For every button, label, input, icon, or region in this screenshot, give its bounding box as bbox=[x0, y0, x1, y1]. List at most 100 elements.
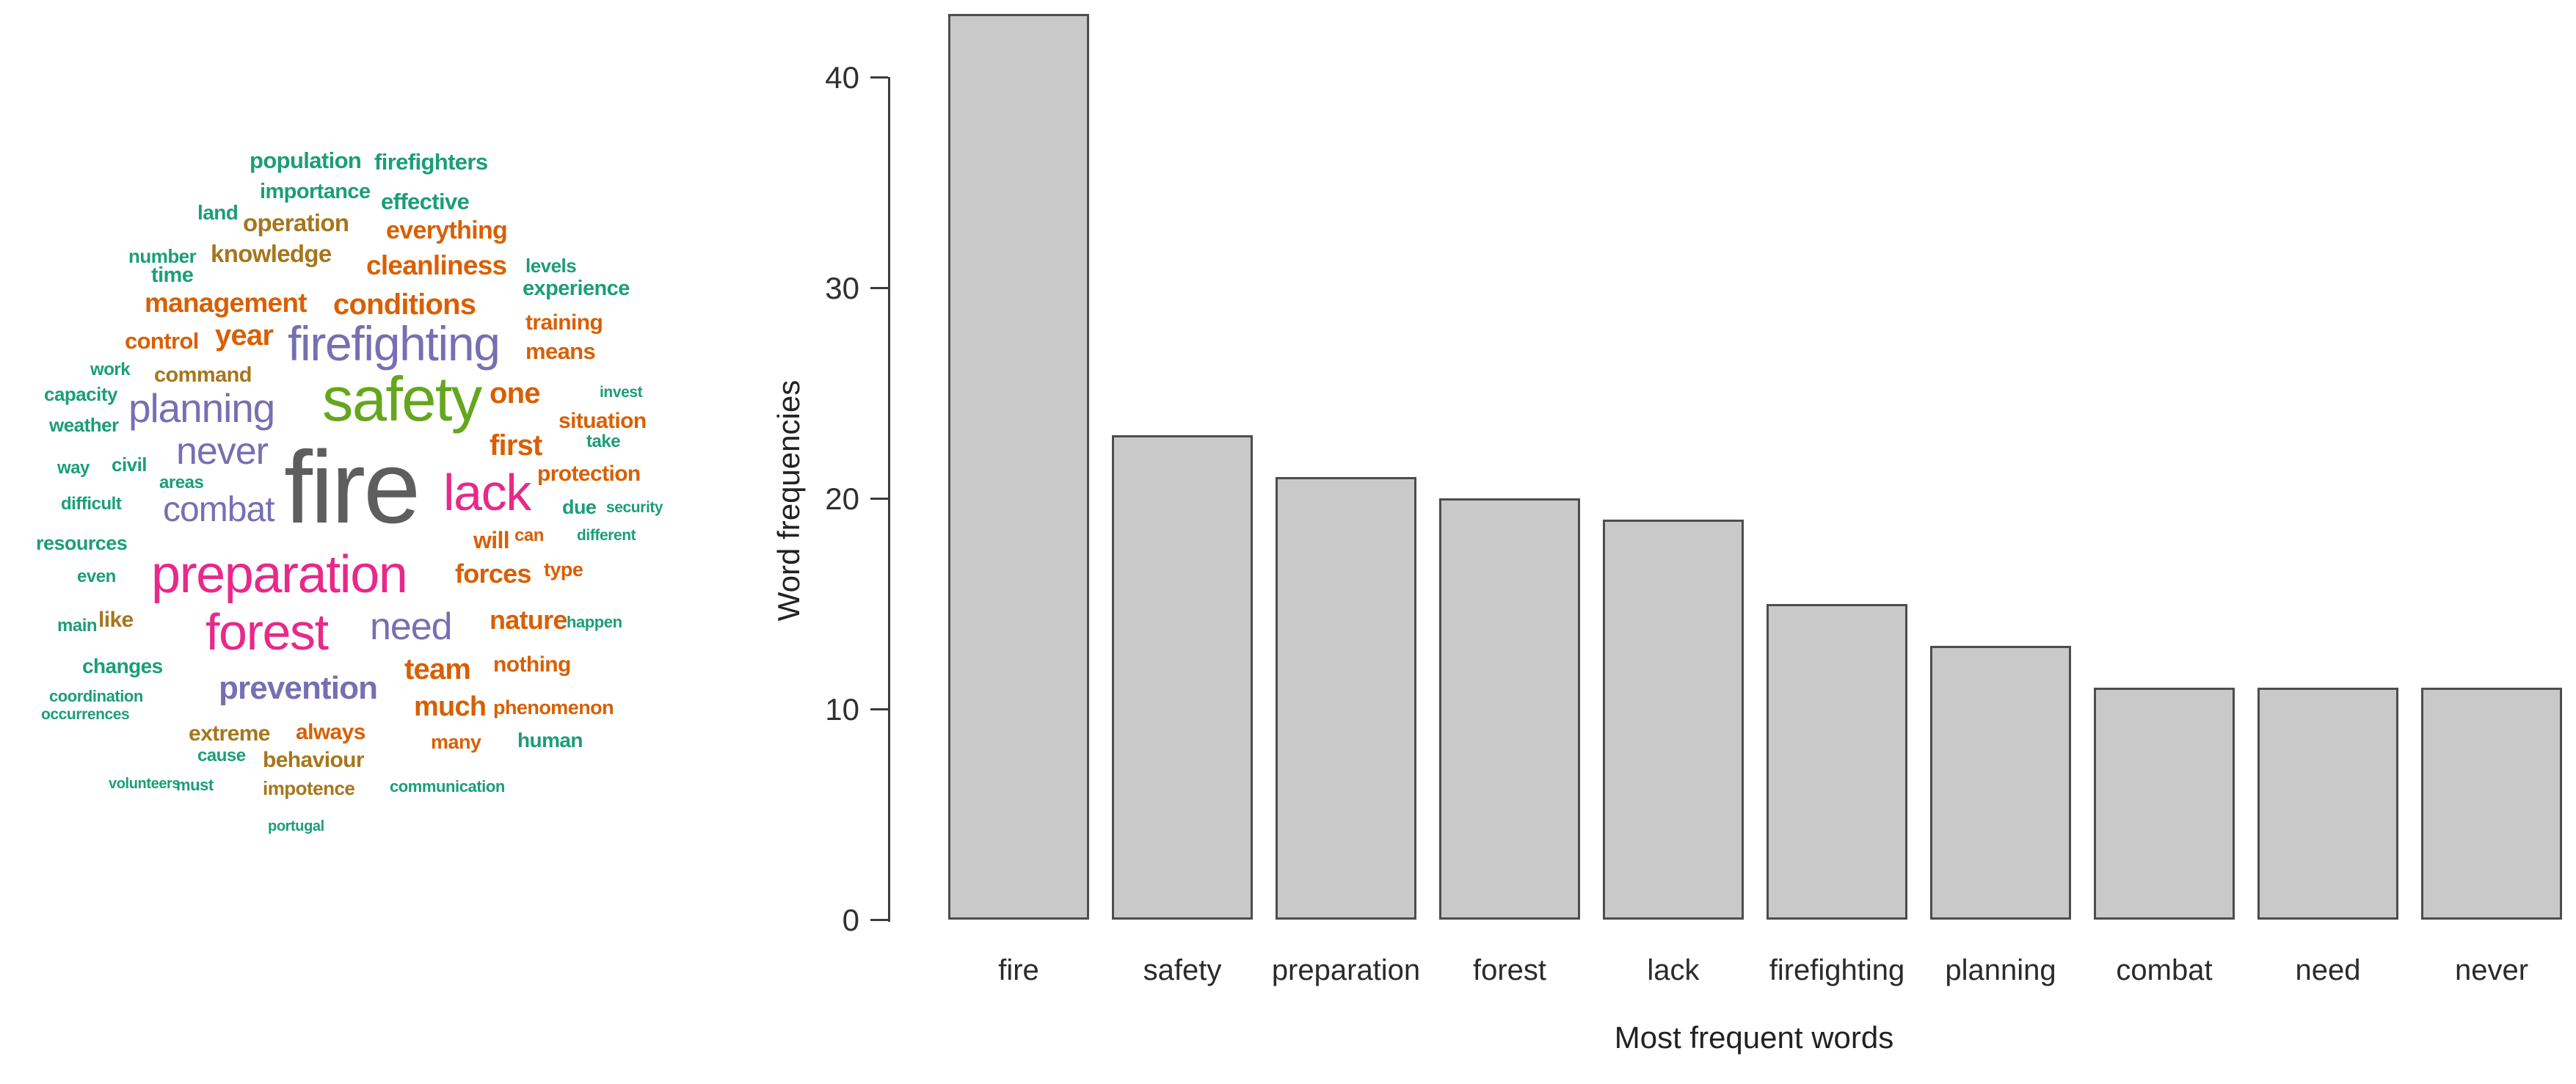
wordcloud-word: combat bbox=[163, 490, 275, 529]
wordcloud-word: volunteers bbox=[109, 776, 181, 792]
y-tick-label: 40 bbox=[825, 59, 859, 95]
wordcloud-word: levels bbox=[525, 255, 577, 277]
wordcloud-word: difficult bbox=[61, 494, 122, 514]
bar-safety bbox=[1112, 434, 1253, 920]
wordcloud-word: planning bbox=[128, 385, 275, 431]
wordcloud-word: phenomenon bbox=[493, 696, 614, 719]
wordcloud-word: management bbox=[145, 288, 308, 318]
y-tick-mark bbox=[870, 498, 888, 500]
wordcloud-word: forces bbox=[455, 559, 531, 589]
x-category-label: lack bbox=[1647, 954, 1700, 986]
wordcloud-word: team bbox=[404, 653, 471, 685]
bar-forest bbox=[1439, 498, 1580, 920]
wordcloud-word: population bbox=[250, 148, 362, 173]
wordcloud-word: always bbox=[296, 720, 365, 744]
wordcloud-word: work bbox=[90, 360, 131, 379]
wordcloud-word: conditions bbox=[333, 288, 476, 321]
wordcloud-word: must bbox=[176, 776, 214, 794]
wordcloud-word: much bbox=[414, 691, 487, 722]
x-category-label: never bbox=[2454, 954, 2529, 986]
wordcloud-word: nothing bbox=[493, 652, 571, 677]
bar-need bbox=[2257, 688, 2398, 920]
wordcloud-word: everything bbox=[386, 217, 508, 244]
wordcloud-word: means bbox=[525, 338, 596, 364]
x-category-label: planning bbox=[1945, 954, 2056, 986]
wordcloud-word: can bbox=[514, 525, 544, 545]
wordcloud-word: first bbox=[490, 429, 542, 462]
x-category-label: fire bbox=[998, 954, 1039, 986]
wordcloud-word: command bbox=[154, 363, 252, 387]
wordcloud-word: operation bbox=[243, 209, 349, 236]
wordcloud-word: control bbox=[125, 328, 199, 354]
wordcloud-word: main bbox=[57, 616, 98, 636]
wordcloud-word: different bbox=[577, 527, 636, 544]
wordcloud-word: type bbox=[544, 559, 583, 581]
wordcloud-word: number bbox=[128, 245, 197, 267]
wordcloud-word: safety bbox=[322, 365, 482, 434]
y-tick-mark bbox=[870, 76, 888, 79]
wordcloud-word: impotence bbox=[263, 777, 355, 799]
bar-fire bbox=[948, 13, 1089, 920]
wordcloud-word: behaviour bbox=[263, 748, 365, 772]
wordcloud-word: need bbox=[370, 605, 453, 648]
wordcloud-word: due bbox=[562, 496, 597, 518]
wordcloud-word: protection bbox=[537, 462, 641, 486]
wordcloud-word: importance bbox=[260, 180, 371, 203]
x-category-label: combat bbox=[2116, 954, 2213, 986]
bar-never bbox=[2421, 688, 2562, 920]
wordcloud-word: way bbox=[57, 458, 90, 478]
bar-planning bbox=[1930, 645, 2071, 920]
wordcloud-word: prevention bbox=[219, 670, 378, 706]
y-tick-label: 0 bbox=[842, 902, 859, 937]
wordcloud-word: portugal bbox=[268, 818, 324, 834]
bar-combat bbox=[2094, 688, 2235, 920]
x-axis-title: Most frequent words bbox=[1614, 1020, 1894, 1055]
wordcloud-word: cause bbox=[197, 746, 246, 765]
y-tick-label: 20 bbox=[825, 481, 859, 516]
wordcloud-word: training bbox=[525, 310, 603, 335]
wordcloud-word: situation bbox=[559, 409, 647, 433]
wordcloud-word: areas bbox=[159, 473, 204, 492]
wordcloud-word: land bbox=[197, 201, 239, 224]
wordcloud-word: even bbox=[77, 567, 116, 586]
bar-preparation bbox=[1276, 477, 1416, 920]
y-tick-label: 10 bbox=[825, 691, 859, 727]
wordcloud-word: lack bbox=[443, 464, 531, 521]
wordcloud-word: many bbox=[431, 731, 481, 753]
wordcloud-word: invest bbox=[600, 384, 643, 401]
y-tick-label: 30 bbox=[825, 270, 859, 305]
wordcloud-word: occurrences bbox=[41, 706, 130, 723]
y-tick-mark bbox=[870, 919, 888, 921]
wordcloud-word: knowledge bbox=[211, 240, 332, 267]
wordcloud-word: civil bbox=[112, 454, 148, 476]
y-tick-mark bbox=[870, 708, 888, 710]
wordcloud-word: changes bbox=[82, 655, 163, 677]
wordcloud-word: like bbox=[98, 608, 134, 632]
wordcloud-word: capacity bbox=[44, 383, 117, 405]
wordcloud-word: cleanliness bbox=[366, 250, 507, 280]
wordcloud-word: will bbox=[473, 527, 510, 553]
wordcloud-word: preparation bbox=[151, 545, 408, 604]
wordcloud-word: take bbox=[586, 432, 621, 451]
x-category-label: forest bbox=[1472, 954, 1547, 986]
wordcloud-word: fire bbox=[284, 429, 421, 545]
wordcloud-word: firefighters bbox=[374, 149, 488, 175]
wordcloud-word: extreme bbox=[189, 721, 270, 746]
wordcloud-word: coordination bbox=[49, 687, 143, 705]
wordcloud-word: experience bbox=[523, 277, 630, 300]
x-category-label: safety bbox=[1143, 954, 1222, 986]
bar-lack bbox=[1603, 519, 1744, 920]
wordcloud-word: communication bbox=[390, 777, 505, 796]
wordcloud-word: firefighting bbox=[288, 316, 501, 371]
x-category-label: preparation bbox=[1271, 954, 1421, 986]
wordcloud-panel: population firefighters importance effectiv… bbox=[0, 0, 734, 881]
bar-chart-panel: Word frequencies Most frequent words 0 10… bbox=[734, 0, 2576, 1084]
wordcloud-word: nature bbox=[490, 605, 567, 635]
wordcloud-word: one bbox=[490, 377, 541, 410]
wordcloud-word: happen bbox=[567, 613, 622, 631]
wordcloud-word: forest bbox=[205, 603, 329, 661]
wordcloud-word: weather bbox=[49, 414, 119, 436]
wordcloud-word: effective bbox=[381, 189, 470, 214]
y-axis-line bbox=[888, 77, 890, 922]
wordcloud-word: never bbox=[176, 430, 269, 473]
